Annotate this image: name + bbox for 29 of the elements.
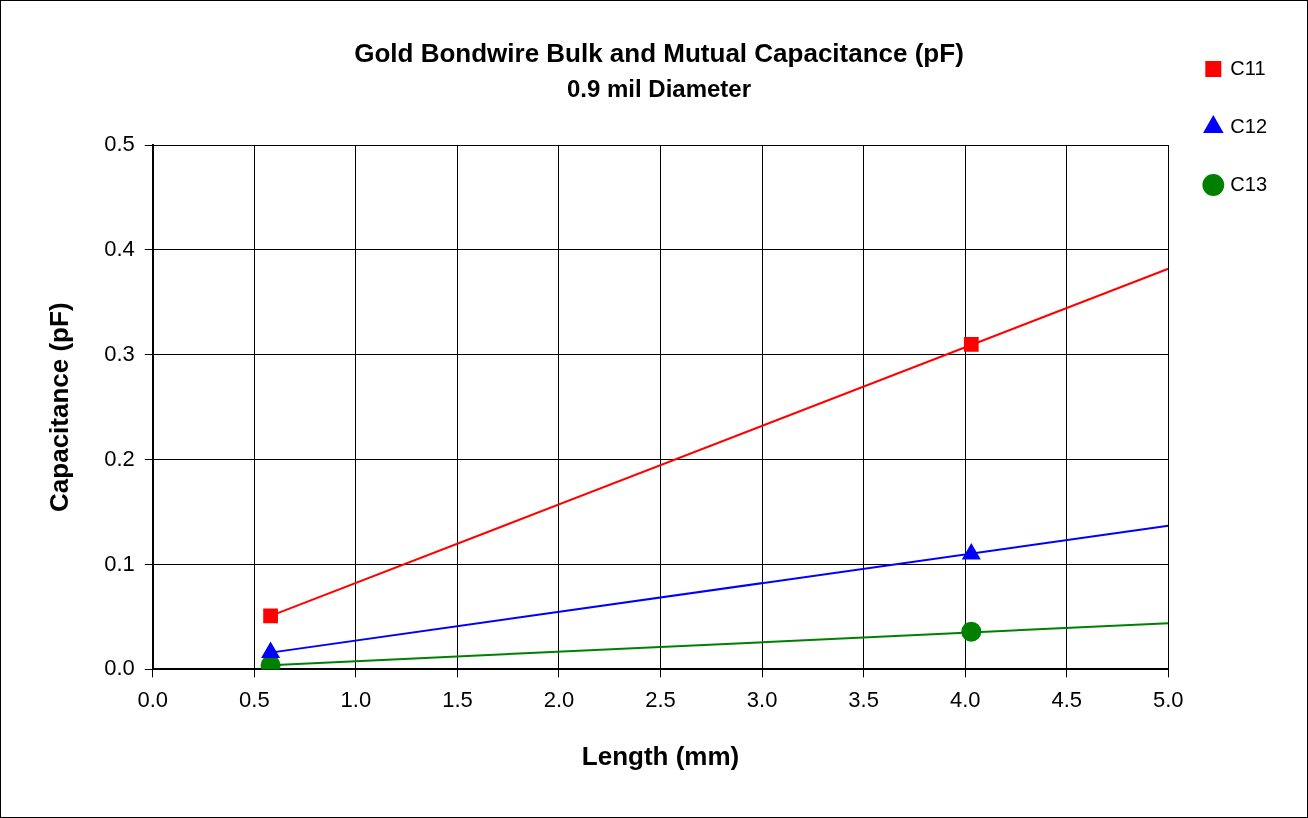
y-tick-label: 0.0: [104, 655, 135, 681]
x-axis-title: Length (mm): [581, 740, 740, 771]
chart-title: Gold Bondwire Bulk and Mutual Capacitance (pF): [354, 37, 964, 68]
x-tick-label: 0.5: [239, 686, 270, 712]
x-tick-label: 4.5: [1051, 686, 1083, 712]
x-tick-label: 1.0: [340, 686, 372, 712]
y-tick-label: 0.1: [104, 550, 135, 576]
y-tick-label: 0.2: [104, 445, 135, 471]
x-tick-label: 4.0: [949, 686, 981, 712]
legend-label: C11: [1230, 56, 1266, 79]
x-tick-label: 2.5: [645, 686, 676, 712]
point: [263, 608, 278, 624]
y-tick-label: 0.5: [104, 131, 135, 157]
x-tick-label: 2.0: [543, 686, 575, 712]
point: [261, 642, 280, 659]
x-tick-label: 0.0: [137, 686, 169, 712]
x-tick-label: 3.0: [746, 686, 778, 712]
y-tick-label: 0.4: [104, 235, 135, 261]
x-tick-label: 3.5: [848, 686, 879, 712]
x-tick-label: 1.5: [442, 686, 473, 712]
x-tick-label: 5.0: [1153, 686, 1184, 712]
chart-subtitle: 0.9 mil Diameter: [566, 75, 752, 103]
point: [963, 336, 979, 352]
y-axis-title: Capacitance (pF): [43, 302, 74, 512]
legend-label: C13: [1230, 172, 1268, 195]
y-tick-label: 0.3: [104, 340, 135, 366]
point: [961, 621, 982, 642]
point: [962, 544, 981, 560]
legend-label: C12: [1230, 114, 1268, 137]
